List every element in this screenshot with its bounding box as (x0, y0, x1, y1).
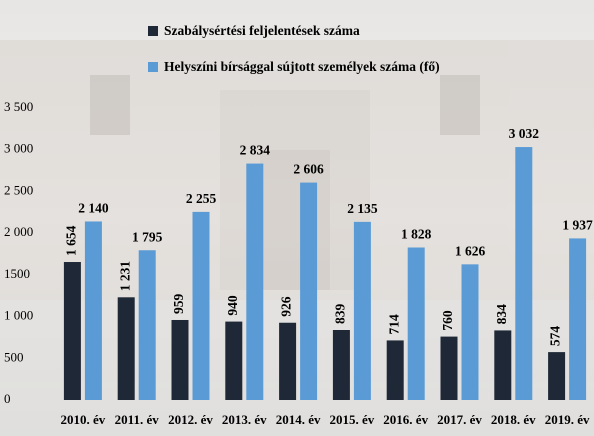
bar (172, 320, 189, 400)
data-label: 1 795 (132, 229, 163, 244)
bar (139, 250, 156, 400)
data-label: 2 834 (240, 143, 271, 158)
bar (441, 337, 458, 400)
data-label: 839 (332, 304, 347, 325)
x-tick-label: 2012. év (168, 412, 213, 427)
x-tick-label: 2011. év (115, 412, 160, 427)
data-label: 1 654 (63, 225, 78, 256)
bar (515, 147, 532, 400)
legend-label: Helyszíni bírsággal sújtott személyek sz… (164, 59, 440, 74)
bar (193, 212, 210, 400)
y-tick-label: 500 (4, 349, 24, 364)
bar (225, 322, 242, 400)
x-tick-label: 2018. év (491, 412, 536, 427)
x-tick-label: 2015. év (330, 412, 375, 427)
y-tick-label: 1 000 (4, 308, 33, 323)
legend-label: Szabálysértési feljelentések száma (164, 23, 360, 38)
data-label: 3 032 (509, 126, 540, 141)
data-label: 834 (494, 304, 509, 325)
data-label: 714 (386, 314, 401, 335)
chart: Szabálysértési feljelentések száma Helys… (0, 0, 594, 436)
bar (333, 330, 350, 400)
data-label: 940 (225, 295, 240, 316)
data-label: 2 606 (293, 162, 324, 177)
data-label: 2 255 (186, 191, 217, 206)
bar (279, 323, 296, 400)
bar (569, 238, 586, 400)
y-tick-label: 1500 (4, 266, 30, 281)
data-label: 2 140 (78, 201, 109, 216)
x-tick-label: 2019. év (545, 412, 590, 427)
bar (64, 262, 81, 400)
x-tick-label: 2010. év (61, 412, 106, 427)
data-label: 959 (171, 293, 186, 314)
y-tick-label: 0 (4, 391, 11, 406)
legend-swatch (148, 62, 158, 72)
data-label: 574 (548, 326, 563, 347)
bar (408, 247, 425, 400)
y-tick-label: 3 000 (4, 141, 33, 156)
x-tick-label: 2014. év (276, 412, 321, 427)
data-label: 1 937 (562, 217, 593, 232)
y-tick-label: 3 500 (4, 99, 33, 114)
x-tick-label: 2017. év (437, 412, 482, 427)
bar (300, 183, 317, 400)
bar (494, 330, 511, 400)
x-tick-label: 2013. év (222, 412, 267, 427)
bar (548, 352, 565, 400)
data-label: 760 (440, 310, 455, 331)
bar (354, 222, 371, 400)
bar (462, 264, 479, 400)
y-tick-label: 2 500 (4, 182, 33, 197)
data-label: 1 828 (401, 227, 432, 242)
legend-swatch (148, 26, 158, 36)
data-label: 926 (279, 296, 294, 317)
data-label: 1 231 (117, 261, 132, 292)
bar (387, 340, 404, 400)
bar (85, 221, 102, 400)
data-label: 2 135 (347, 201, 378, 216)
y-tick-label: 2 000 (4, 224, 33, 239)
bar (246, 164, 263, 400)
bar (118, 297, 135, 400)
data-label: 1 626 (455, 243, 486, 258)
x-tick-label: 2016. év (383, 412, 428, 427)
